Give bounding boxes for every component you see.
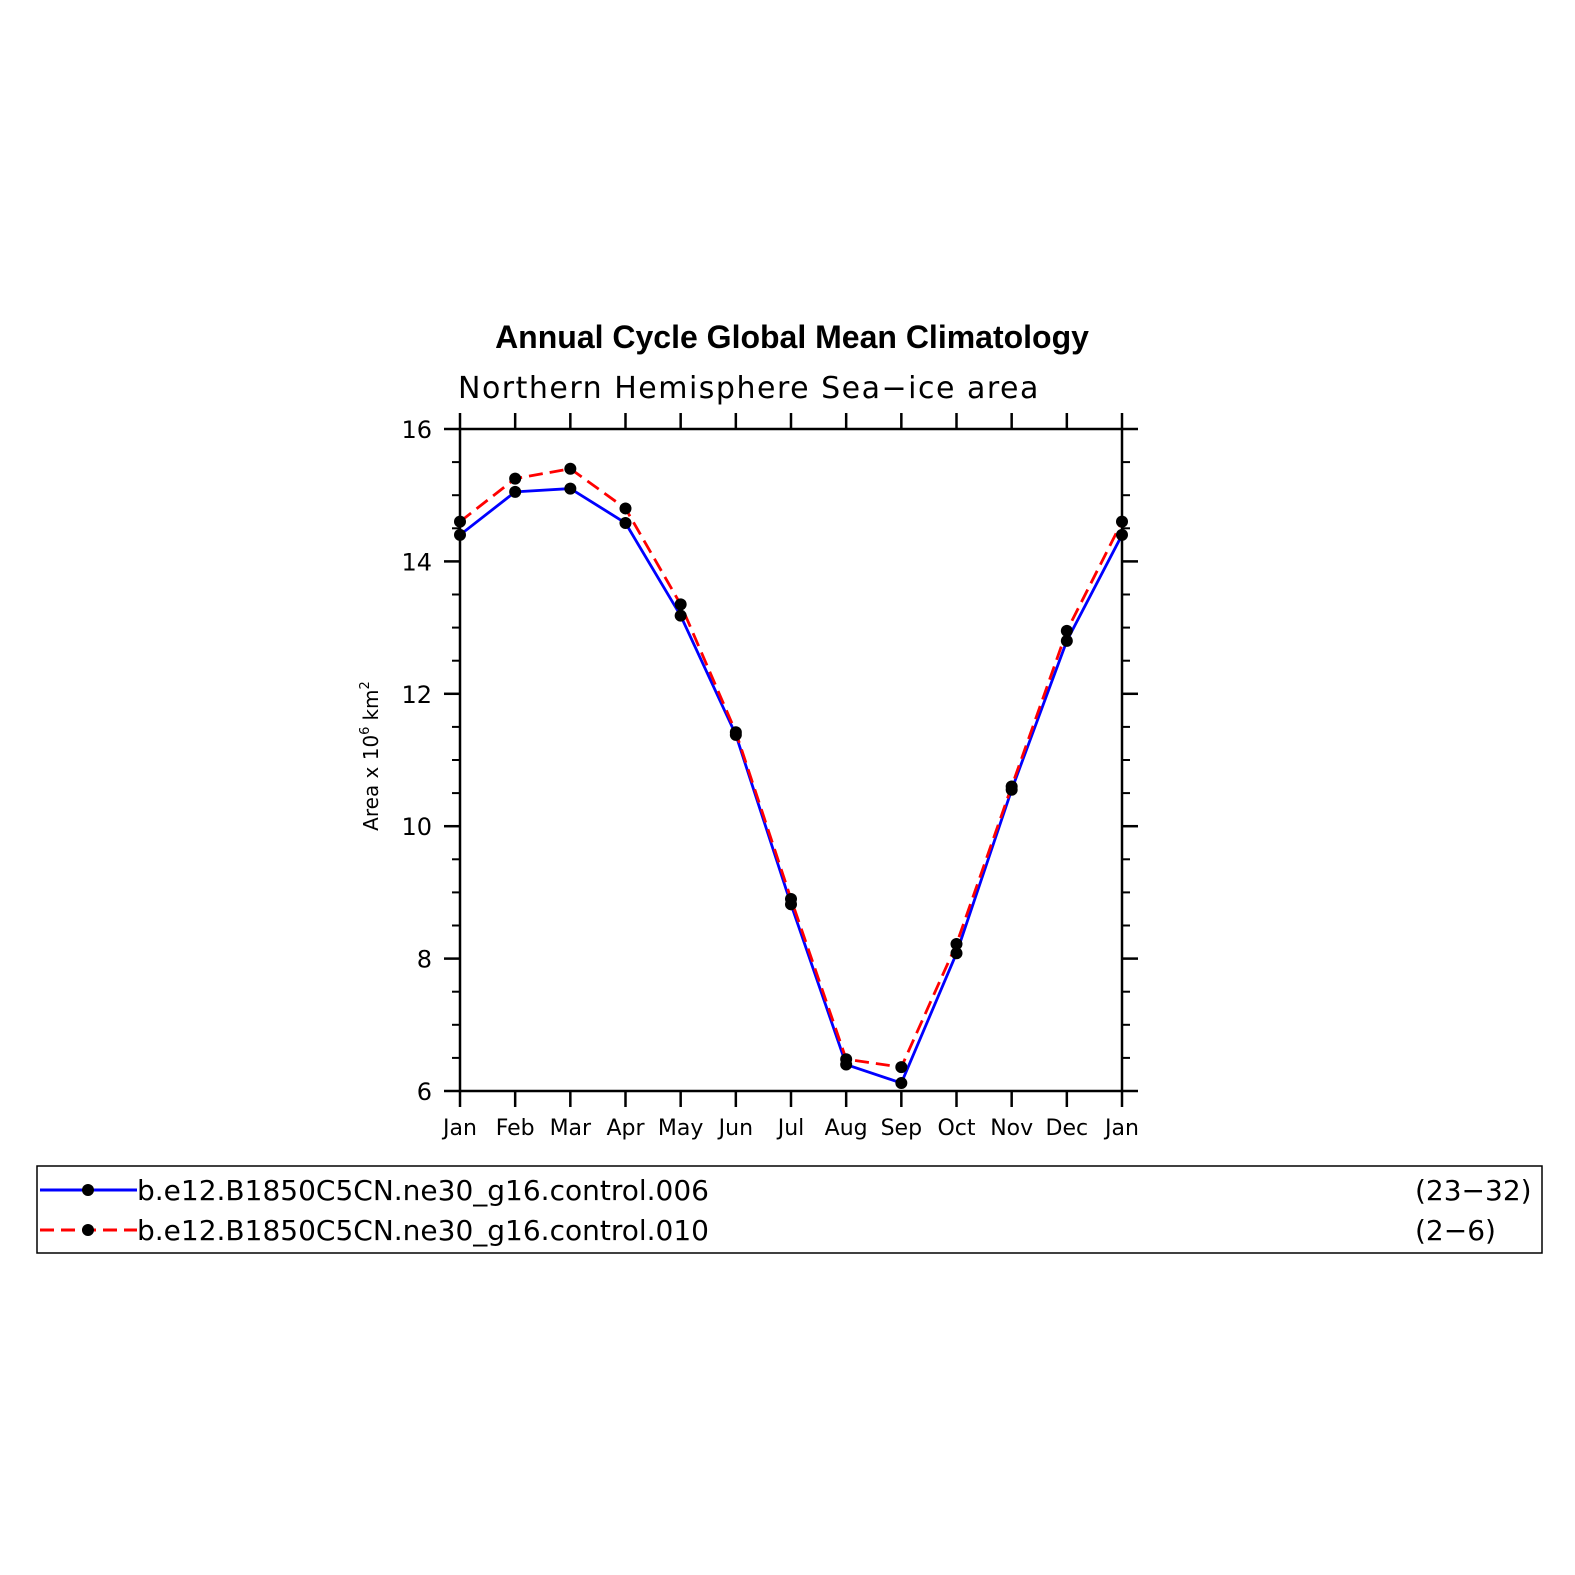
series-2-point (1060, 624, 1073, 637)
legend-series-years: (23−32) (1415, 1174, 1532, 1207)
chart-subtitle: Northern Hemisphere Sea−ice area (458, 371, 1040, 406)
y-tick-label: 14 (401, 548, 432, 576)
y-axis-label-unit: km (359, 689, 383, 720)
axes: 6 8 10 12 14 16 Jan Feb Mar Apr May Jun Jul Aug Sep Oct… (401, 413, 1139, 1141)
series-2-point (785, 893, 797, 906)
series-2-point (895, 1061, 908, 1074)
series-2-point (454, 515, 466, 528)
legend-swatch-marker (82, 1224, 94, 1236)
x-tick-label: Jan (441, 1116, 477, 1141)
series-lines (459, 467, 1124, 1085)
legend-box (36, 1165, 1543, 1254)
x-tick-label: Apr (606, 1116, 645, 1141)
legend-entry-1: b.e12.B1850C5CN.ne30_g16.control.006 (23… (40, 1174, 1532, 1207)
series-2-point (1005, 780, 1018, 793)
y-axis-label-exp1: 6 (358, 727, 373, 735)
x-tick-label: Aug (825, 1116, 868, 1141)
series-2-point (509, 472, 522, 485)
series-2-point (564, 462, 577, 475)
legend-series-name: b.e12.B1850C5CN.ne30_g16.control.006 (137, 1174, 709, 1207)
chart-title: Annual Cycle Global Mean Climatology (495, 319, 1089, 355)
x-tick-label: May (658, 1116, 703, 1141)
series-1-point (619, 517, 632, 530)
y-axis-label: Area x 106 km2 (358, 681, 383, 831)
series-1-point (950, 947, 963, 960)
series-line-2 (459, 467, 1124, 1069)
series-markers (454, 462, 1128, 1090)
series-2-point (619, 502, 632, 515)
legend-swatch-marker (82, 1184, 94, 1196)
y-tick-label: 12 (401, 681, 432, 709)
series-1-point (895, 1077, 908, 1090)
series-1-point (1116, 528, 1128, 541)
x-tick-label: Feb (496, 1116, 535, 1141)
y-tick-label: 6 (417, 1078, 432, 1106)
y-axis-label-exp2: 2 (358, 681, 373, 689)
series-1-point (454, 528, 466, 541)
x-tick-label: Oct (937, 1116, 975, 1141)
series-2-point (674, 598, 687, 611)
y-axis-label-text: Area x 10 (359, 735, 383, 831)
series-2-point (950, 938, 963, 951)
x-tick-label: Jul (776, 1116, 805, 1141)
x-tick-label: Sep (881, 1116, 922, 1141)
series-line-1 (459, 487, 1124, 1085)
x-tick-label: Dec (1046, 1116, 1089, 1141)
x-tick-label: Jun (717, 1116, 753, 1141)
series-1-point (1060, 634, 1073, 647)
y-tick-label: 16 (401, 416, 432, 444)
legend-entry-2: b.e12.B1850C5CN.ne30_g16.control.010 (2−… (40, 1214, 1496, 1247)
series-2-point (840, 1053, 853, 1066)
y-tick-label: 8 (417, 946, 432, 974)
series-1-point (509, 485, 522, 498)
x-tick-label: Nov (990, 1116, 1033, 1141)
legend-series-name: b.e12.B1850C5CN.ne30_g16.control.010 (137, 1214, 709, 1247)
series-2-point (729, 726, 742, 739)
x-tick-label: Mar (550, 1116, 592, 1141)
series-1-point (564, 482, 577, 495)
series-2-point (1116, 515, 1128, 528)
legend: b.e12.B1850C5CN.ne30_g16.control.006 (23… (36, 1165, 1543, 1254)
series-1-point (674, 609, 687, 622)
legend-series-years: (2−6) (1415, 1214, 1496, 1247)
x-tick-label: Jan (1103, 1116, 1139, 1141)
y-tick-label: 10 (401, 813, 432, 841)
